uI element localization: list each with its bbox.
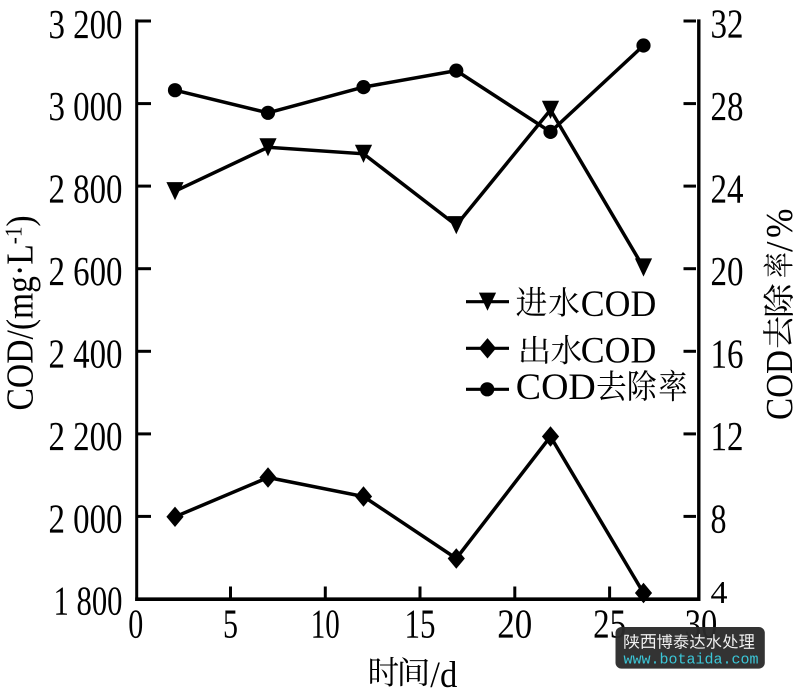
svg-text:8: 8 <box>711 496 727 542</box>
svg-text:1 800: 1 800 <box>54 577 123 623</box>
svg-text:20: 20 <box>711 248 744 294</box>
svg-text:15: 15 <box>405 601 436 647</box>
svg-text:12: 12 <box>711 413 744 459</box>
svg-text:2 000: 2 000 <box>49 496 123 542</box>
svg-text:www.botaida.com: www.botaida.com <box>624 651 759 668</box>
svg-text:%: % <box>759 209 801 239</box>
svg-text:/d: /d <box>430 655 457 693</box>
svg-text:/: / <box>759 241 801 252</box>
svg-text:COD: COD <box>581 329 657 370</box>
svg-text:3 000: 3 000 <box>49 83 123 129</box>
svg-text:2 600: 2 600 <box>49 248 123 294</box>
svg-text:28: 28 <box>711 83 744 129</box>
svg-text:10: 10 <box>311 601 340 647</box>
svg-text:COD: COD <box>759 350 801 420</box>
svg-text:COD/(mg·L-1): COD/(mg·L-1) <box>0 215 41 410</box>
svg-text:32: 32 <box>711 0 744 46</box>
svg-text:2 400: 2 400 <box>49 331 123 377</box>
svg-text:20: 20 <box>497 601 532 647</box>
svg-text:0: 0 <box>128 601 143 647</box>
svg-text:24: 24 <box>711 165 744 211</box>
svg-text:16: 16 <box>711 331 744 377</box>
svg-text:2 800: 2 800 <box>49 165 123 211</box>
svg-text:4: 4 <box>711 574 728 610</box>
svg-text:3 200: 3 200 <box>49 1 123 47</box>
svg-text:COD: COD <box>516 366 596 407</box>
svg-text:2 200: 2 200 <box>49 413 123 459</box>
svg-text:COD: COD <box>581 283 657 324</box>
svg-text:5: 5 <box>223 601 238 647</box>
